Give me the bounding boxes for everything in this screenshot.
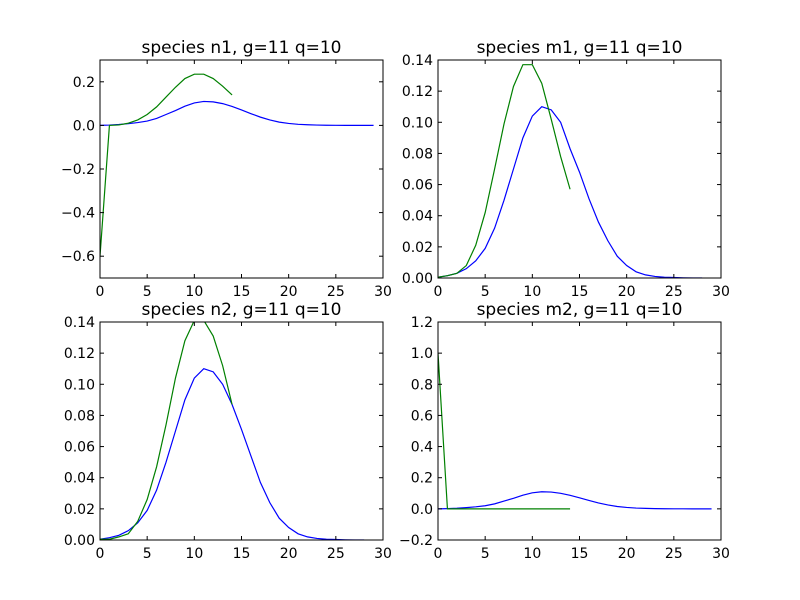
- series-line-1: [100, 100, 374, 127]
- x-tick-label: 10: [185, 546, 203, 562]
- y-tick-label: 0.2: [411, 471, 433, 487]
- y-tick-label: 0.8: [411, 377, 433, 393]
- y-tick-label: 0.08: [402, 146, 433, 162]
- x-tick-label: 25: [665, 284, 683, 300]
- y-tick-label: −0.6: [61, 249, 95, 265]
- x-tick-label: 30: [374, 284, 392, 300]
- y-tick-label: 0.14: [402, 53, 433, 69]
- subplot-1: 0 5 10 15 20 25 30 −0.6 −0.4 −0.2 0.0 0.2 species n1…: [61, 38, 392, 300]
- x-tick-label: 15: [233, 546, 251, 562]
- y-tick-label: 0.14: [64, 315, 95, 331]
- chart-title: species n1, g=11 q=10: [141, 38, 341, 58]
- y-tick-label: 0.00: [402, 271, 433, 287]
- x-tick-label: 25: [665, 546, 683, 562]
- y-tick-label: −0.2: [61, 162, 95, 178]
- y-tick-label: 0.02: [402, 240, 433, 256]
- y-tick-label: −0.4: [61, 206, 95, 222]
- x-tick-label: 15: [571, 546, 589, 562]
- x-tick-label: 0: [434, 546, 443, 562]
- y-tick-label: 0.00: [64, 533, 95, 549]
- y-tick-label: 0.2: [73, 75, 95, 91]
- x-tick-label: 10: [523, 284, 541, 300]
- x-tick-label: 5: [481, 284, 490, 300]
- x-tick-label: 5: [143, 546, 152, 562]
- y-tick-label: 0.04: [64, 471, 95, 487]
- x-tick-label: 15: [233, 284, 251, 300]
- y-tick-label: 0.10: [64, 377, 95, 393]
- y-tick-label: 0.06: [64, 440, 95, 456]
- subplot-4: 0 5 10 15 20 25 30 −0.2 0.0 0.2 0.4 0.6 0.8 1.0 1.2 spe…: [399, 300, 730, 562]
- y-tick-label: 0.08: [64, 408, 95, 424]
- subplot-3: 0 5 10 15 20 25 30 0.00 0.02 0.04 0.06 0.08 0.10 0.12…: [64, 300, 392, 562]
- series-line-2: [438, 353, 571, 510]
- x-tick-label: 5: [481, 546, 490, 562]
- y-tick-label: 0.4: [411, 440, 433, 456]
- y-tick-label: 0.12: [64, 346, 95, 362]
- chart-title: species n2, g=11 q=10: [141, 300, 341, 320]
- x-tick-label: 25: [327, 546, 345, 562]
- y-tick-label: 0.06: [402, 178, 433, 194]
- x-tick-label: 30: [712, 546, 730, 562]
- x-tick-label: 30: [712, 284, 730, 300]
- x-tick-label: 5: [143, 284, 152, 300]
- x-tick-label: 20: [280, 284, 298, 300]
- series-line-2: [438, 64, 571, 278]
- y-tick-label: 0.0: [411, 502, 433, 518]
- x-tick-label: 20: [280, 546, 298, 562]
- x-tick-label: 30: [374, 546, 392, 562]
- chart-title: species m1, g=11 q=10: [477, 38, 683, 58]
- x-tick-label: 10: [523, 546, 541, 562]
- y-tick-label: 0.0: [73, 118, 95, 134]
- x-tick-label: 0: [96, 546, 105, 562]
- subplot-2: 0 5 10 15 20 25 30 0.00 0.02 0.04 0.06 0.08 0.10 0.12…: [402, 38, 730, 300]
- x-tick-label: 0: [434, 284, 443, 300]
- x-tick-label: 15: [571, 284, 589, 300]
- y-tick-label: 1.2: [411, 315, 433, 331]
- series-line-1: [438, 491, 712, 510]
- x-tick-label: 0: [96, 284, 105, 300]
- y-tick-label: 0.04: [402, 209, 433, 225]
- x-tick-label: 20: [618, 546, 636, 562]
- chart-title: species m2, g=11 q=10: [477, 300, 683, 320]
- series-line-1: [438, 106, 703, 278]
- y-tick-label: 1.0: [411, 346, 433, 362]
- series-line-2: [100, 73, 233, 257]
- y-tick-label: 0.10: [402, 115, 433, 131]
- series-line-2: [100, 322, 233, 540]
- y-tick-label: 0.02: [64, 502, 95, 518]
- y-tick-label: 0.12: [402, 84, 433, 100]
- y-tick-label: −0.2: [399, 533, 433, 549]
- x-tick-label: 10: [185, 284, 203, 300]
- y-tick-label: 0.6: [411, 408, 433, 424]
- x-tick-label: 25: [327, 284, 345, 300]
- x-tick-label: 20: [618, 284, 636, 300]
